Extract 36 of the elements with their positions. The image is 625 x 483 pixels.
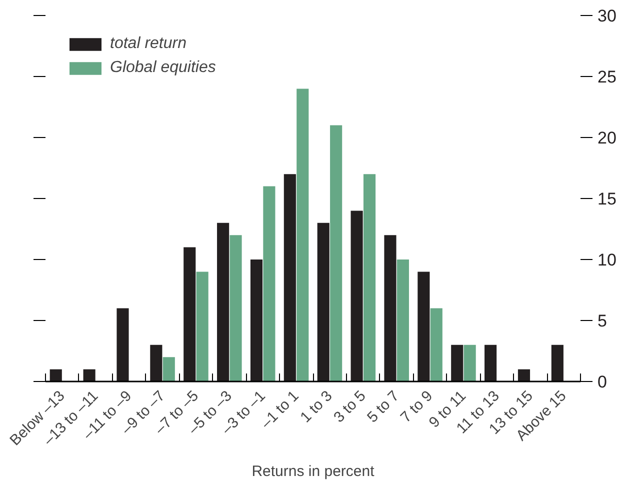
bar xyxy=(551,344,564,382)
bar xyxy=(317,222,330,382)
bar xyxy=(384,235,396,382)
bar xyxy=(284,174,296,382)
bar xyxy=(150,344,162,382)
bar xyxy=(484,344,497,382)
y-tick-label: 5 xyxy=(598,312,607,330)
bar xyxy=(263,186,276,382)
bar xyxy=(196,272,208,382)
bar xyxy=(350,210,363,382)
legend-label: total return xyxy=(110,35,186,53)
x-axis-title: Returns in percent xyxy=(252,463,376,480)
bar xyxy=(50,369,62,382)
bar xyxy=(83,369,96,382)
bar xyxy=(330,125,342,382)
bar xyxy=(162,357,175,382)
bar xyxy=(464,344,476,382)
y-tick-label: 25 xyxy=(598,68,616,86)
bar xyxy=(230,235,242,382)
bar xyxy=(518,369,530,382)
bar xyxy=(217,222,230,382)
y-tick-label: 10 xyxy=(598,250,616,270)
y-tick-label: 30 xyxy=(598,6,616,26)
y-tick-label: 0 xyxy=(598,372,607,392)
bar xyxy=(418,272,430,382)
y-tick-label: 15 xyxy=(598,190,616,208)
y-tick-label: 20 xyxy=(598,128,616,148)
bar xyxy=(430,308,442,382)
bar xyxy=(396,260,409,382)
bar xyxy=(116,308,129,382)
bar xyxy=(296,88,309,382)
bar xyxy=(451,344,464,382)
bar xyxy=(184,247,196,382)
bar xyxy=(363,174,376,382)
legend-label: Global equities xyxy=(110,59,216,77)
bar xyxy=(250,260,263,382)
